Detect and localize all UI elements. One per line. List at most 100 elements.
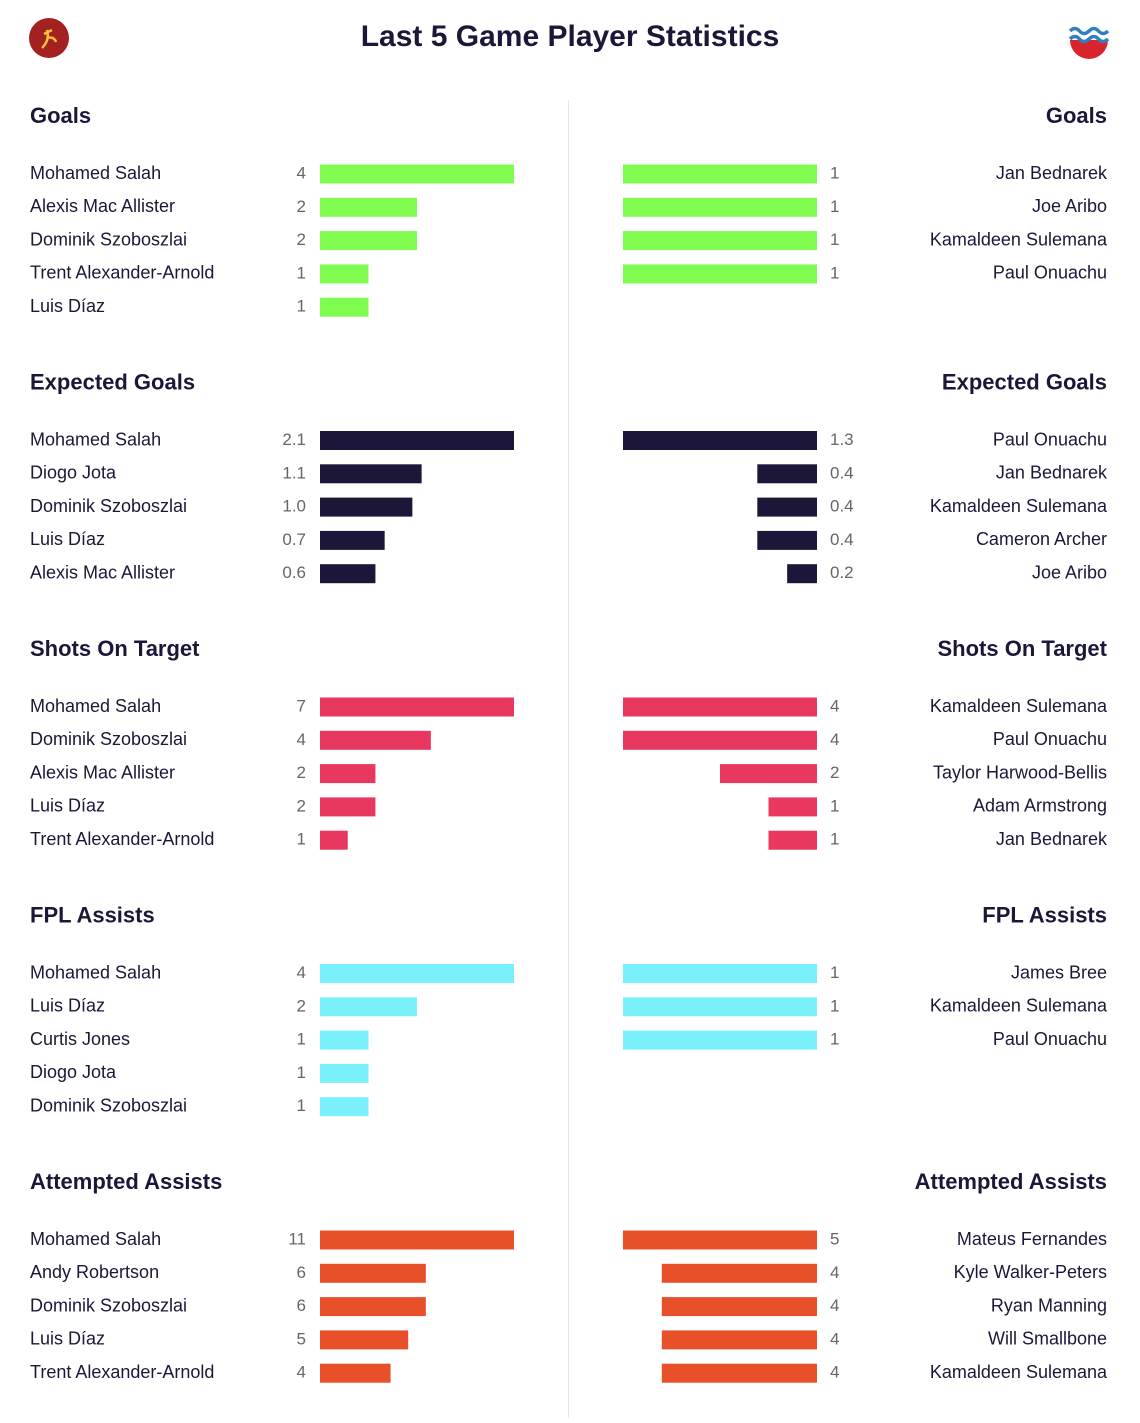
stat-value: 1 (297, 1030, 306, 1049)
bar (320, 164, 514, 184)
bar (720, 764, 817, 784)
section-title: Goals (30, 103, 91, 128)
stat-value: 1 (830, 796, 839, 815)
bar (623, 431, 817, 450)
stat-value: 2 (297, 763, 306, 782)
stat-value: 4 (297, 1363, 306, 1382)
page-title: Last 5 Game Player Statistics (361, 20, 780, 53)
bar (320, 1030, 369, 1050)
player-name: Jan Bednarek (996, 463, 1108, 483)
bar (320, 264, 369, 284)
stat-value: 1 (297, 263, 306, 282)
player-name: Diogo Jota (30, 1062, 117, 1082)
bar (320, 1097, 369, 1117)
stat-value: 1 (830, 830, 839, 849)
player-name: James Bree (1011, 962, 1107, 982)
bar (320, 730, 431, 750)
stat-value: 1.3 (830, 430, 854, 449)
player-name: Kyle Walker-Peters (954, 1262, 1107, 1282)
bar (661, 1297, 817, 1317)
player-name: Paul Onuachu (993, 429, 1107, 449)
player-name: Adam Armstrong (973, 796, 1107, 816)
bar (623, 964, 817, 983)
bar (320, 1363, 391, 1383)
player-name: Kamaldeen Sulemana (930, 696, 1108, 716)
player-name: Dominik Szoboszlai (30, 229, 187, 249)
stat-value: 2 (830, 763, 839, 782)
stat-value: 1.1 (282, 463, 306, 482)
player-name: Andy Robertson (30, 1262, 159, 1282)
stat-value: 1 (297, 1096, 306, 1115)
player-name: Joe Aribo (1032, 562, 1107, 582)
player-name: Luis Díaz (30, 529, 105, 549)
player-name: Dominik Szoboszlai (30, 1095, 187, 1115)
player-name: Cameron Archer (976, 529, 1107, 549)
bar (623, 730, 817, 750)
stat-value: 1 (830, 230, 839, 249)
bar (320, 431, 514, 450)
player-name: Dominik Szoboszlai (30, 1295, 187, 1315)
bar (768, 797, 817, 817)
stat-value: 1 (830, 263, 839, 282)
player-name: Alexis Mac Allister (30, 562, 175, 582)
bar (320, 497, 413, 517)
bar (320, 1063, 369, 1083)
bar (320, 997, 417, 1017)
bar (661, 1363, 817, 1383)
player-name: Paul Onuachu (993, 1029, 1107, 1049)
bar (320, 564, 376, 584)
section-title: Attempted Assists (30, 1169, 222, 1194)
stat-value: 2.1 (282, 430, 306, 449)
bar (623, 1230, 817, 1250)
player-name: Will Smallbone (988, 1329, 1107, 1349)
stat-value: 0.6 (282, 563, 306, 582)
bar (320, 1263, 426, 1283)
bar (623, 264, 817, 284)
bar (661, 1330, 817, 1350)
stat-value: 1 (830, 1030, 839, 1049)
player-name: Trent Alexander-Arnold (30, 1362, 214, 1382)
player-name: Paul Onuachu (993, 729, 1107, 749)
bar (623, 231, 817, 251)
stat-value: 5 (830, 1229, 839, 1248)
bar (320, 1330, 409, 1350)
section-title: Expected Goals (942, 369, 1107, 394)
bar (320, 464, 422, 484)
stat-value: 4 (297, 963, 306, 982)
stat-value: 4 (830, 1363, 839, 1382)
player-name: Luis Díaz (30, 296, 105, 316)
section-title: Shots On Target (938, 636, 1108, 661)
player-name: Joe Aribo (1032, 196, 1107, 216)
bar (768, 830, 817, 850)
player-name: Taylor Harwood-Bellis (933, 762, 1107, 782)
bar (320, 830, 348, 850)
player-name: Luis Díaz (30, 796, 105, 816)
player-name: Mohamed Salah (30, 1229, 161, 1249)
player-name: Kamaldeen Sulemana (930, 1362, 1108, 1382)
player-name: Mohamed Salah (30, 163, 161, 183)
player-name: Curtis Jones (30, 1029, 130, 1049)
player-name: Mohamed Salah (30, 962, 161, 982)
stat-value: 1.0 (282, 497, 306, 516)
player-name: Mohamed Salah (30, 429, 161, 449)
player-name: Dominik Szoboszlai (30, 729, 187, 749)
player-name: Dominik Szoboszlai (30, 496, 187, 516)
stat-value: 0.4 (830, 497, 854, 516)
stat-value: 11 (288, 1229, 306, 1248)
stat-value: 0.4 (830, 463, 854, 482)
stat-value: 1 (830, 197, 839, 216)
bar (757, 530, 817, 550)
stat-value: 2 (297, 796, 306, 815)
stat-value: 4 (830, 696, 839, 715)
section-title: Expected Goals (30, 369, 195, 394)
stat-value: 4 (297, 163, 306, 182)
bar (320, 964, 514, 983)
stat-value: 1 (297, 1063, 306, 1082)
player-name: Kamaldeen Sulemana (930, 229, 1108, 249)
bar (320, 197, 417, 217)
stat-value: 1 (297, 297, 306, 316)
stat-value: 4 (830, 1296, 839, 1315)
stat-value: 0.4 (830, 530, 854, 549)
away-crest (1068, 26, 1110, 59)
